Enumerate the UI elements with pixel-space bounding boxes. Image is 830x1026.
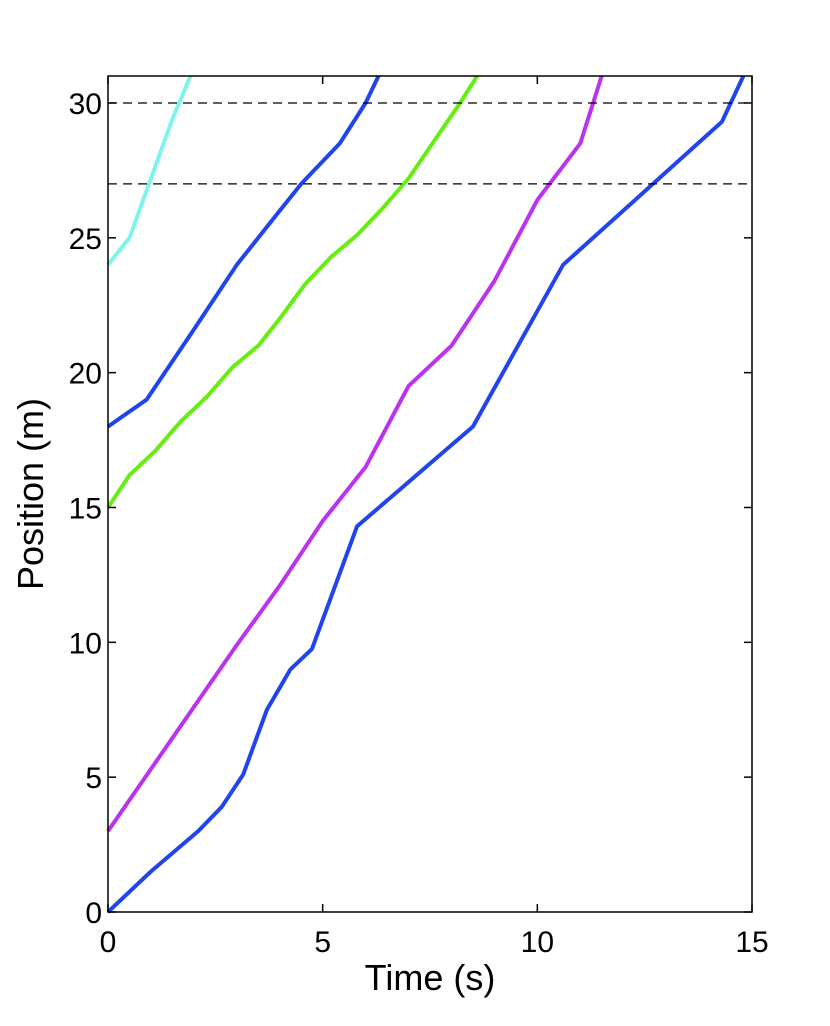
y-tick-label: 10 <box>69 627 102 660</box>
y-tick-label: 0 <box>85 897 102 930</box>
x-tick-label: 10 <box>521 926 554 959</box>
series-line-4 <box>106 75 604 833</box>
series-line-1 <box>106 75 193 267</box>
series-line-2 <box>106 75 381 429</box>
y-tick-label: 15 <box>69 492 102 525</box>
reference-lines <box>108 102 752 185</box>
x-tick-label: 15 <box>735 926 768 959</box>
axis-ticks: 0 5 10 15 0 5 10 15 20 25 30 <box>69 76 769 959</box>
y-tick-label: 30 <box>69 88 102 121</box>
y-tick-label: 20 <box>69 358 102 391</box>
x-tick-label: 5 <box>314 926 331 959</box>
y-tick-label: 5 <box>85 762 102 795</box>
series-line-5 <box>106 75 746 914</box>
x-tick-label: 0 <box>100 926 117 959</box>
y-axis-title: Position (m) <box>10 398 51 590</box>
y-tick-label: 25 <box>69 223 102 256</box>
series-line-3 <box>106 74 479 509</box>
series-layer <box>106 74 746 914</box>
plot-frame <box>107 75 753 913</box>
x-axis-title: Time (s) <box>365 957 496 998</box>
